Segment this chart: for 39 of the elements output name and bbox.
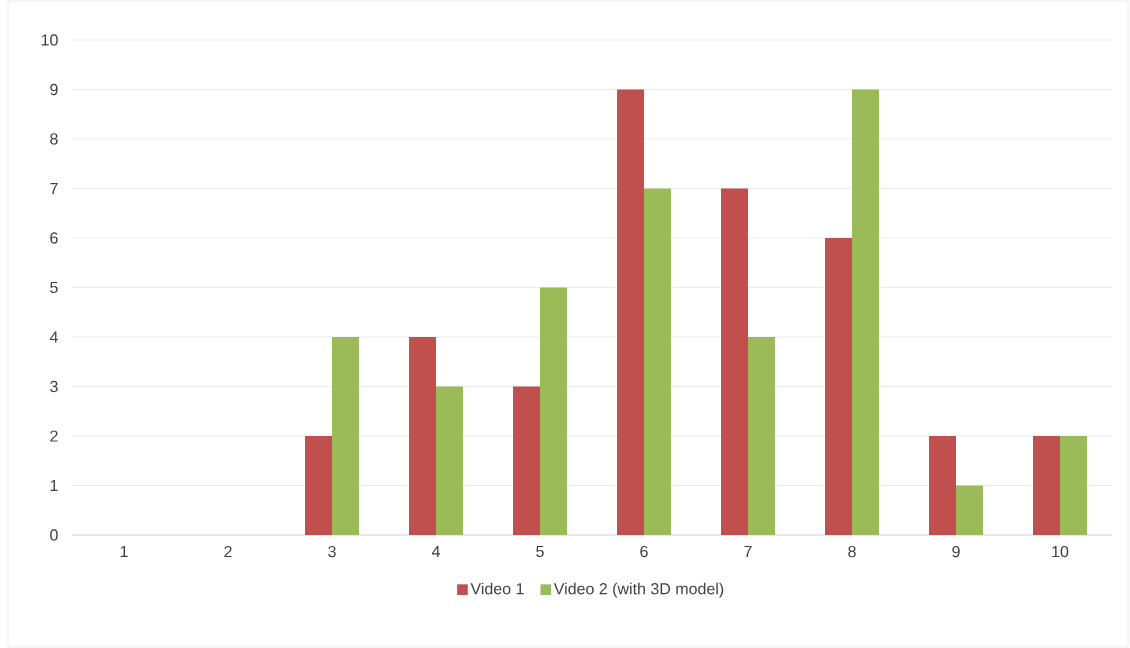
bar (513, 386, 541, 535)
y-tick-label: 4 (49, 331, 58, 343)
x-tick-label: 10 (1052, 545, 1069, 558)
bar (436, 386, 463, 535)
bar (852, 89, 879, 535)
bar (409, 336, 437, 535)
y-tick-label: 9 (50, 83, 58, 96)
x-tick-label: 4 (431, 545, 440, 557)
y-tick-label: 2 (50, 430, 58, 442)
bar (1060, 435, 1087, 535)
bar (721, 188, 749, 535)
bar (956, 485, 983, 535)
bar (644, 188, 671, 535)
x-tick-label: 8 (848, 545, 856, 558)
legend-label: Video 2 (with 3D model) (553, 582, 724, 598)
x-tick-label: 7 (744, 545, 752, 557)
y-tick-label: 8 (50, 133, 58, 145)
x-tick-label: 2 (224, 545, 232, 558)
x-tick-label: 5 (536, 545, 544, 558)
y-tick-label: 6 (50, 232, 58, 244)
bar (332, 336, 359, 535)
y-tick-label: 3 (50, 380, 58, 393)
bar (1033, 435, 1061, 535)
bar (825, 237, 853, 535)
y-tick-label: 10 (41, 34, 58, 46)
x-tick-label: 3 (328, 545, 336, 558)
bar (929, 435, 957, 535)
bar (617, 89, 645, 535)
x-tick-label: 1 (120, 545, 128, 557)
x-tick-label: 6 (640, 545, 648, 558)
bar (748, 336, 775, 535)
x-tick-label: 9 (952, 545, 960, 558)
legend-label: Video 1 (470, 582, 524, 595)
bar (540, 287, 567, 535)
y-tick-label: 1 (50, 479, 58, 491)
y-tick-label: 5 (50, 281, 58, 294)
bar (305, 435, 333, 535)
y-tick-label: 0 (50, 529, 58, 541)
y-tick-label: 7 (50, 182, 58, 194)
